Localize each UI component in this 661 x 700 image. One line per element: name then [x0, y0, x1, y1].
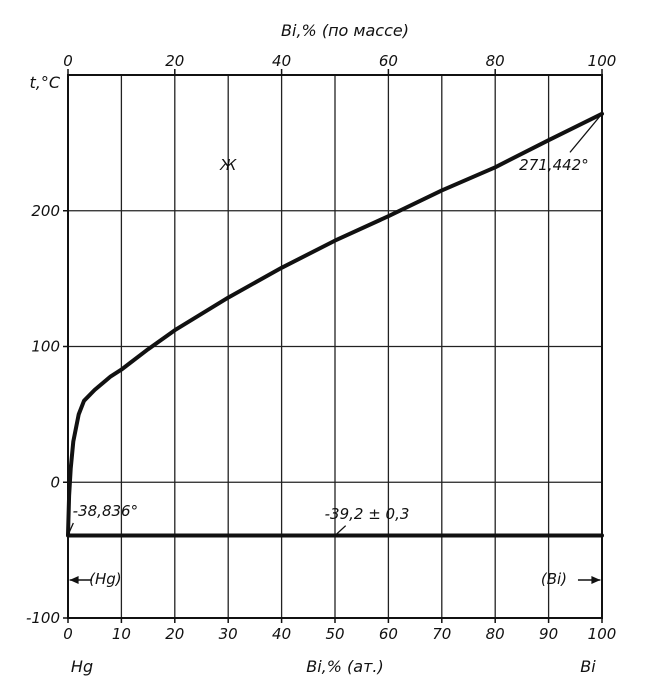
top-axis-tick-label: 0	[63, 52, 73, 70]
top-axis-title: Bi,% (по массе)	[281, 21, 409, 40]
bottom-axis-tick-label: 70	[432, 625, 451, 643]
annotation-label: Ж	[219, 156, 237, 174]
hg-region-arrowhead	[69, 575, 79, 584]
bottom-axis-left-end-label: Hg	[71, 657, 93, 676]
bottom-axis-tick-label: 20	[165, 625, 184, 643]
annotation-label: -38,836°	[73, 502, 138, 520]
top-axis-tick-label: 60	[379, 52, 398, 70]
bottom-axis-tick-label: 90	[539, 625, 558, 643]
bottom-axis-tick-label: 80	[486, 625, 505, 643]
top-axis-tick-label: 40	[272, 52, 291, 70]
y-axis-tick-label: -100	[26, 609, 60, 627]
bottom-axis-tick-label: 50	[325, 625, 344, 643]
y-axis-title: t,°C	[29, 73, 60, 92]
bottom-axis-title: Bi,% (ат.)	[306, 657, 384, 676]
bottom-axis-right-end-label: Bi	[580, 657, 596, 676]
top-axis-tick-label: 100	[588, 52, 617, 70]
top-axis-tick-label: 80	[486, 52, 505, 70]
annotation-label: -39,2 ± 0,3	[325, 505, 410, 523]
annotation-leader-line	[569, 113, 603, 153]
bottom-axis-tick-label: 30	[219, 625, 238, 643]
bottom-axis-tick-label: 100	[588, 625, 617, 643]
annotation-label: (Bi)	[541, 570, 567, 588]
annotation-leader-line	[334, 525, 347, 536]
liquidus-line	[66, 111, 604, 537]
bottom-axis-tick-label: 0	[63, 625, 73, 643]
y-axis-tick-label: 200	[31, 202, 60, 220]
y-axis-tick-label: 0	[50, 473, 60, 491]
annotation-label: (Hg)	[89, 570, 122, 588]
y-axis-tick-label: 100	[31, 338, 60, 356]
annotation-label: 271,442°	[519, 156, 589, 174]
top-axis-tick-label: 20	[165, 52, 184, 70]
annotation-leader-line	[67, 522, 74, 536]
bi-region-arrowhead	[591, 575, 601, 584]
bottom-axis-tick-label: 60	[379, 625, 398, 643]
bottom-axis-tick-label: 40	[272, 625, 291, 643]
bottom-axis-tick-label: 10	[112, 625, 131, 643]
